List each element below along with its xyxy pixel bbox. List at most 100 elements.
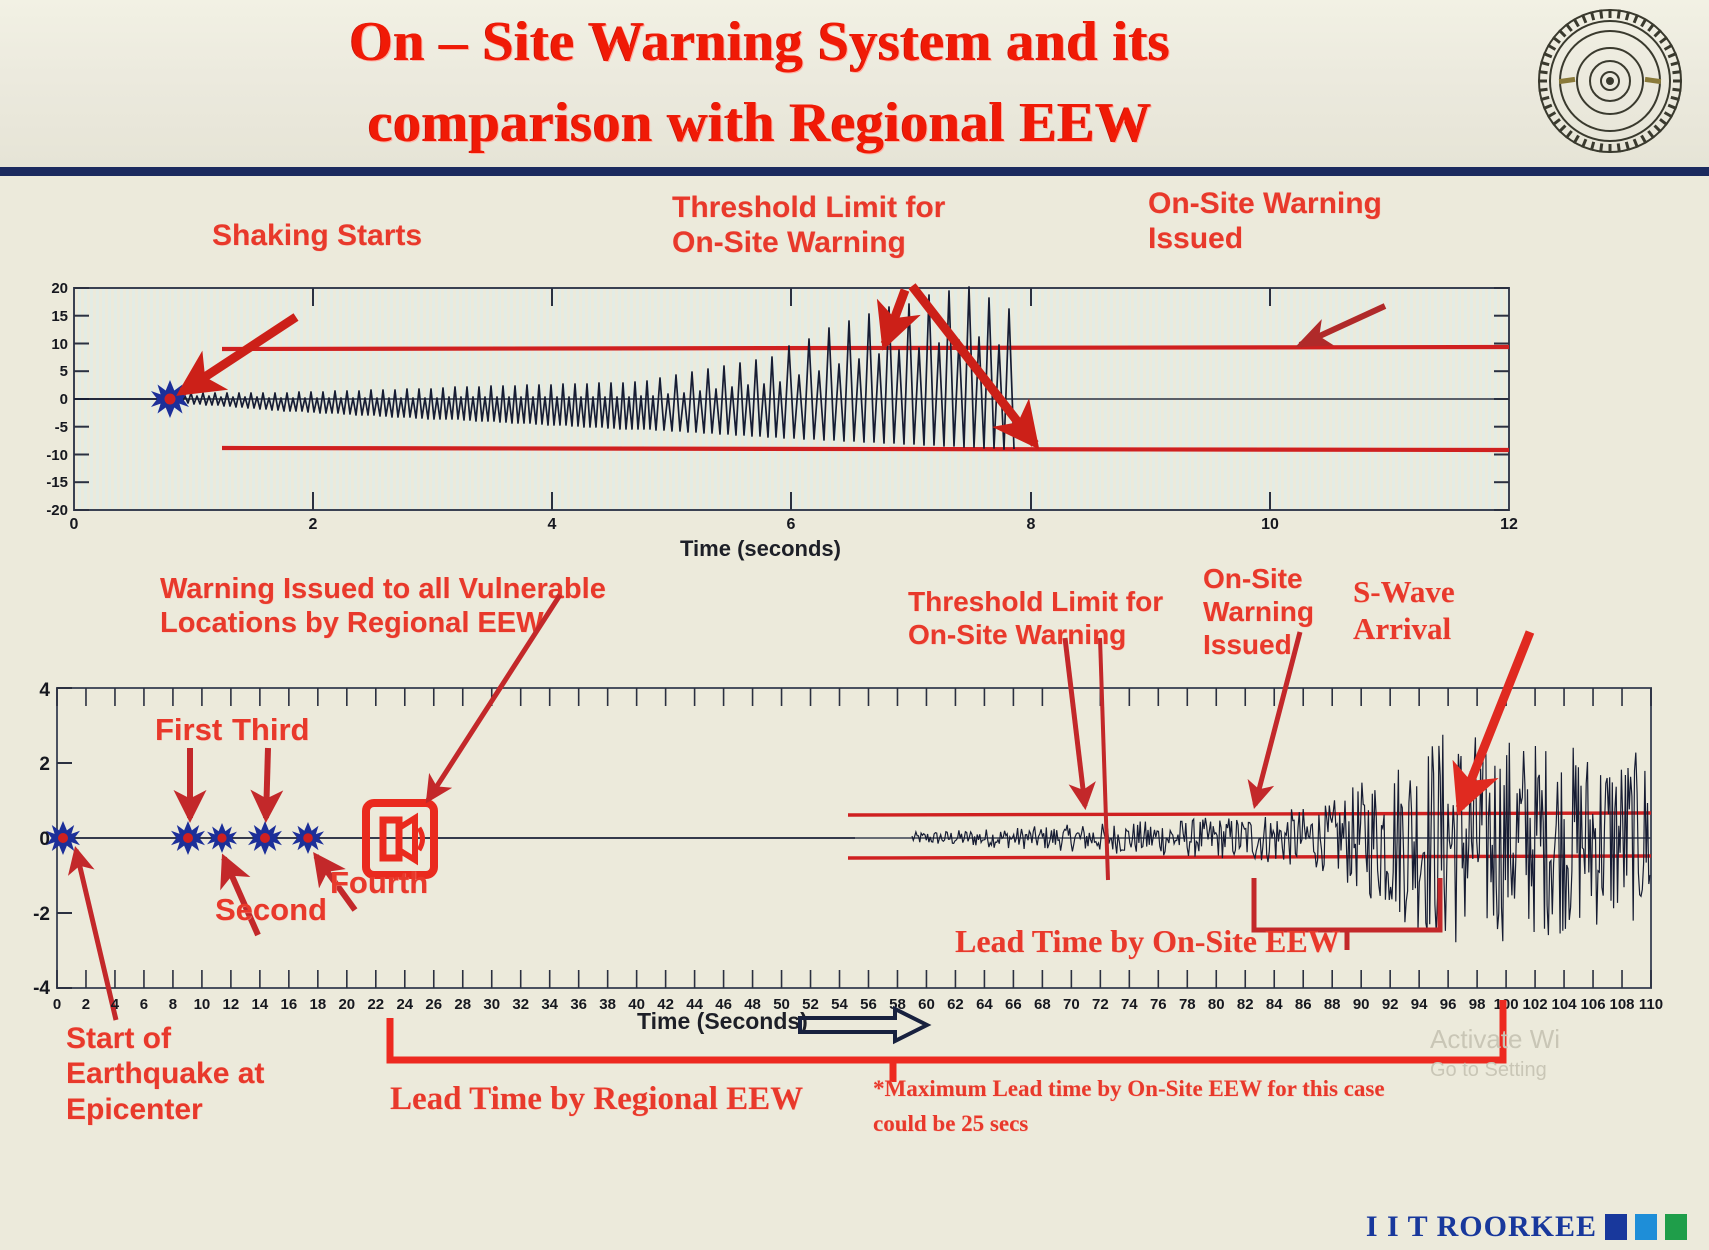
footer-brand: I I T ROORKEE (1366, 1210, 1687, 1244)
bottom-xtick-76: 76 (1149, 996, 1167, 1013)
bottom-xtick-32: 32 (512, 996, 530, 1013)
time-direction-arrow (798, 1005, 932, 1045)
bottom-xtick-34: 34 (541, 996, 559, 1013)
top-ytick-10: 10 (51, 336, 68, 353)
bottom-threshold-arrow2 (1098, 637, 1110, 881)
top-ytick-0: 0 (59, 391, 68, 408)
brand-square-3 (1665, 1214, 1687, 1240)
bottom-xtick-0: 0 (52, 996, 62, 1013)
bottom-xtick-16: 16 (280, 996, 298, 1013)
bottom-xtick-110: 110 (1638, 996, 1664, 1013)
annotation-threshold-limit-bottom: Threshold Limit for On-Site Warning (908, 586, 1164, 651)
bottom-ytick-m4: -4 (33, 978, 50, 999)
bottom-xtick-4: 4 (110, 996, 120, 1013)
bottom-xtick-18: 18 (309, 996, 327, 1013)
top-xaxis-label: Time (seconds) (680, 536, 841, 561)
bottom-xtick-82: 82 (1236, 996, 1254, 1013)
bottom-ytick-2: 2 (39, 754, 50, 775)
bottom-xtick-42: 42 (657, 996, 674, 1013)
annotation-fourth: Fourth (330, 865, 429, 900)
brand-square-1 (1605, 1214, 1627, 1240)
bottom-xtick-8: 8 (168, 996, 178, 1013)
bottom-xtick-80: 80 (1207, 996, 1225, 1013)
brand-square-2 (1635, 1214, 1657, 1240)
top-ytick-20: 20 (51, 280, 68, 297)
second-arrow (220, 853, 261, 937)
bottom-xtick-106: 106 (1580, 996, 1606, 1013)
threshold-arrow-lower (908, 283, 1040, 450)
bottom-ytick-0: 0 (39, 829, 50, 850)
bottom-xtick-74: 74 (1120, 996, 1138, 1013)
bottom-xtick-64: 64 (976, 996, 993, 1013)
bottom-threshold-lower (847, 854, 1652, 860)
page-title-line1: On – Site Warning System and its (349, 11, 1171, 73)
top-ytick-15: 15 (51, 308, 68, 325)
station-marker-fourth (292, 822, 324, 854)
footer-brand-text: I I T ROORKEE (1365, 1210, 1597, 1243)
annotation-start-of-earthquake: Start of Earthquake at Epicenter (66, 1022, 265, 1126)
shaking-starts-arrow (176, 313, 299, 396)
bottom-xtick-108: 108 (1609, 996, 1635, 1013)
bottom-xtick-44: 44 (686, 996, 703, 1013)
bottom-xtick-54: 54 (831, 996, 848, 1013)
bottom-xtick-88: 88 (1323, 996, 1341, 1013)
bottom-threshold-arrow (1062, 637, 1096, 811)
third-arrow (250, 747, 284, 823)
bottom-xtick-62: 62 (947, 996, 964, 1013)
top-ytick-m15: -15 (46, 474, 68, 491)
start-of-eq-arrow (67, 845, 119, 1021)
top-ytick-m5: -5 (54, 419, 68, 436)
bottom-xtick-60: 60 (918, 996, 935, 1013)
bottom-xtick-72: 72 (1092, 996, 1109, 1013)
bottom-xtick-66: 66 (1005, 996, 1022, 1013)
fourth-arrow (313, 851, 358, 912)
top-ytick-m10: -10 (46, 447, 68, 464)
iit-roorkee-emblem (1538, 9, 1682, 153)
annotation-onsite-warning-issued-bottom: On-Site Warning Issued (1203, 563, 1314, 661)
bottom-xtick-28: 28 (454, 996, 472, 1013)
bottom-xtick-40: 40 (628, 996, 645, 1013)
annotation-onsite-warning-issued-top: On-Site Warning Issued (1148, 187, 1382, 256)
bottom-xtick-36: 36 (570, 996, 588, 1013)
bottom-xtick-96: 96 (1439, 996, 1457, 1013)
windows-activation-watermark: Activate Wi Go to Setting (1430, 1022, 1560, 1084)
bottom-xtick-30: 30 (483, 996, 501, 1013)
bottom-xtick-48: 48 (744, 996, 761, 1013)
bottom-xtick-104: 104 (1551, 996, 1577, 1013)
page-title: On – Site Warning System and its compari… (130, 2, 1390, 164)
regional-eew-broadcast-icon (362, 799, 438, 879)
station-marker-third (248, 821, 282, 855)
bottom-xtick-86: 86 (1294, 996, 1312, 1013)
bottom-xtick-78: 78 (1178, 996, 1196, 1013)
annotation-first: First (155, 712, 223, 747)
watermark-line2: Go to Setting (1430, 1059, 1547, 1082)
station-marker-first (171, 821, 205, 855)
bottom-xtick-12: 12 (222, 996, 240, 1013)
bottom-xtick-14: 14 (251, 996, 269, 1013)
threshold-arrow-upper (876, 288, 921, 351)
annotation-threshold-limit-top: Threshold Limit for On-Site Warning (672, 191, 946, 260)
bottom-xtick-26: 26 (425, 996, 443, 1013)
top-waveform (74, 286, 1015, 450)
bottom-xtick-68: 68 (1034, 996, 1051, 1013)
bottom-xtick-90: 90 (1352, 996, 1370, 1013)
bottom-xtick-98: 98 (1468, 996, 1486, 1013)
bottom-xticks: 0 2 4 6 8 10 12 14 16 18 20 22 24 26 28 30 32 34 36 38 40 42 4… (0, 996, 1709, 1020)
bottom-xtick-38: 38 (599, 996, 616, 1013)
annotation-regional-warning: Warning Issued to all Vulnerable Locatio… (160, 573, 606, 640)
bottom-threshold-upper (847, 811, 1652, 817)
bottom-chart: 4 2 0 -2 -4 0 2 4 6 8 10 12 14 16 18 20 22 24 26 28 30 3… (0, 593, 1709, 1100)
bottom-xaxis-label: Time (Seconds) (637, 1008, 808, 1034)
bottom-xtick-84: 84 (1265, 996, 1283, 1013)
s-wave-arrow (1452, 630, 1535, 815)
annotation-footnote: *Maximum Lead time by On-Site EEW for th… (873, 1076, 1385, 1136)
bottom-xtick-46: 46 (715, 996, 732, 1013)
bottom-xtick-52: 52 (802, 996, 819, 1013)
annotation-third: Third (232, 712, 310, 747)
bottom-xtick-10: 10 (193, 996, 211, 1013)
bottom-waveform-trace (911, 734, 1651, 943)
bottom-xtick-2: 2 (81, 996, 91, 1013)
top-xticks: 0 2 4 6 8 10 12 (69, 516, 1518, 533)
bottom-xtick-92: 92 (1381, 996, 1399, 1013)
